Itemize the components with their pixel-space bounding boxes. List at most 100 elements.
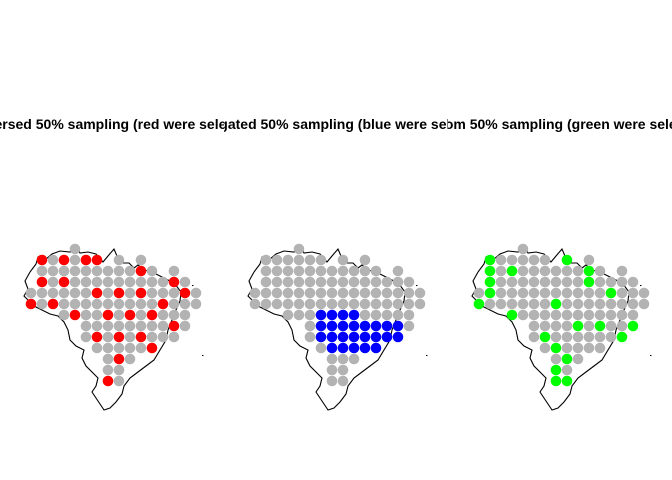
unselected-site-point <box>80 309 92 321</box>
unselected-site-point <box>539 254 551 266</box>
unselected-site-point <box>572 342 584 354</box>
unselected-site-point <box>91 276 103 288</box>
unselected-site-point <box>293 243 305 255</box>
unselected-site-point <box>594 298 606 310</box>
unselected-site-point <box>315 276 327 288</box>
unselected-site-point <box>616 309 628 321</box>
unselected-site-point <box>135 309 147 321</box>
unselected-site-point <box>124 276 136 288</box>
unselected-site-point <box>47 276 59 288</box>
selected-site-point <box>627 320 639 332</box>
unselected-site-point <box>605 320 617 332</box>
unselected-site-point <box>528 320 540 332</box>
unselected-site-point <box>304 331 316 343</box>
unselected-site-point <box>271 287 283 299</box>
unselected-site-point <box>583 254 595 266</box>
unselected-site-point <box>359 309 371 321</box>
selected-site-point <box>616 331 628 343</box>
unselected-site-point <box>146 320 158 332</box>
unselected-site-point <box>80 287 92 299</box>
unselected-site-point <box>326 265 338 277</box>
selected-site-point <box>36 276 48 288</box>
unselected-site-point <box>528 331 540 343</box>
selected-site-point <box>550 375 562 387</box>
unselected-site-point <box>135 298 147 310</box>
unselected-site-point <box>359 254 371 266</box>
brazil-map-dispersed <box>23 243 204 411</box>
selected-site-point <box>583 265 595 277</box>
selected-site-point <box>146 309 158 321</box>
unselected-site-point <box>337 364 349 376</box>
unselected-site-point <box>91 309 103 321</box>
unselected-site-point <box>616 287 628 299</box>
unselected-site-point <box>91 342 103 354</box>
unselected-site-point <box>572 265 584 277</box>
selected-site-point <box>135 287 147 299</box>
selected-site-point <box>506 265 518 277</box>
unselected-site-point <box>414 298 426 310</box>
unselected-site-point <box>550 287 562 299</box>
unselected-site-point <box>414 287 426 299</box>
selected-site-point <box>315 331 327 343</box>
unselected-site-point <box>102 265 114 277</box>
unselected-site-point <box>572 331 584 343</box>
unselected-site-point <box>561 276 573 288</box>
unselected-site-point <box>528 287 540 299</box>
selected-site-point <box>484 287 496 299</box>
unselected-site-point <box>102 320 114 332</box>
unselected-site-point <box>528 265 540 277</box>
unselected-site-point <box>326 276 338 288</box>
unselected-site-point <box>179 309 191 321</box>
unselected-site-point <box>473 287 485 299</box>
unselected-site-point <box>348 353 360 365</box>
unselected-site-point <box>113 254 125 266</box>
unselected-site-point <box>381 309 393 321</box>
selected-site-point <box>58 276 70 288</box>
unselected-site-point <box>304 254 316 266</box>
unselected-site-point <box>69 243 81 255</box>
selected-site-point <box>91 287 103 299</box>
brazil-map-segregated <box>247 243 428 411</box>
island-marker <box>650 355 652 356</box>
unselected-site-point <box>146 331 158 343</box>
unselected-site-point <box>495 298 507 310</box>
unselected-site-point <box>190 298 202 310</box>
unselected-site-point <box>594 331 606 343</box>
unselected-site-point <box>47 287 59 299</box>
unselected-site-point <box>326 298 338 310</box>
unselected-site-point <box>605 309 617 321</box>
unselected-site-point <box>506 254 518 266</box>
unselected-site-point <box>124 353 136 365</box>
unselected-site-point <box>47 254 59 266</box>
unselected-site-point <box>69 265 81 277</box>
selected-site-point <box>348 309 360 321</box>
unselected-site-point <box>337 254 349 266</box>
unselected-site-point <box>58 309 70 321</box>
selected-site-point <box>102 375 114 387</box>
selected-site-point <box>370 320 382 332</box>
selected-site-point <box>146 342 158 354</box>
unselected-site-point <box>113 364 125 376</box>
unselected-site-point <box>168 298 180 310</box>
selected-site-point <box>157 298 169 310</box>
unselected-site-point <box>249 287 261 299</box>
unselected-site-point <box>561 265 573 277</box>
unselected-site-point <box>168 309 180 321</box>
unselected-site-point <box>583 342 595 354</box>
unselected-site-point <box>605 276 617 288</box>
unselected-site-point <box>190 287 202 299</box>
selected-site-point <box>348 331 360 343</box>
selected-site-point <box>69 309 81 321</box>
unselected-site-point <box>113 276 125 288</box>
unselected-site-point <box>304 309 316 321</box>
island-marker <box>192 285 194 286</box>
unselected-site-point <box>550 309 562 321</box>
selected-site-point <box>572 320 584 332</box>
unselected-site-point <box>627 309 639 321</box>
unselected-site-point <box>282 287 294 299</box>
unselected-site-point <box>113 320 125 332</box>
selected-site-point <box>561 254 573 266</box>
unselected-site-point <box>124 320 136 332</box>
unselected-site-point <box>326 375 338 387</box>
unselected-site-point <box>282 254 294 266</box>
